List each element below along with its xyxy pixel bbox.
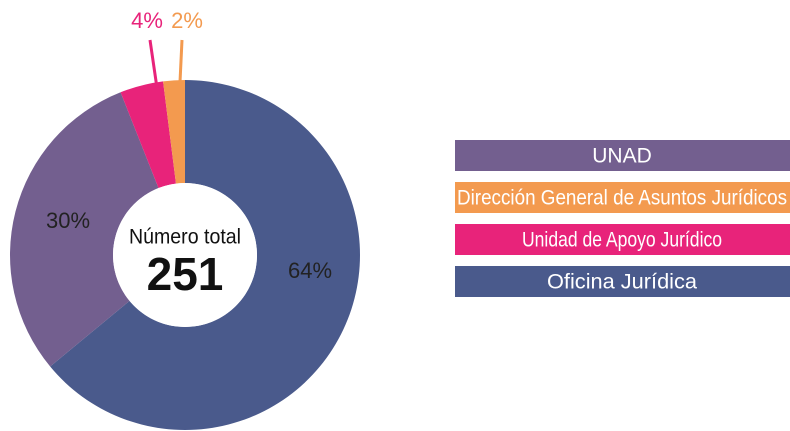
- slice: [9, 92, 159, 367]
- value-label: 2%: [171, 8, 203, 33]
- center-total: 251: [147, 248, 224, 300]
- legend-label: Oficina Jurídica: [547, 271, 697, 294]
- donut-hole: [113, 183, 257, 327]
- value-label: 4%: [131, 8, 163, 33]
- slice: [120, 81, 176, 189]
- legend-label: Unidad de Apoyo Jurídico: [522, 229, 722, 252]
- legend-swatch: [455, 140, 790, 171]
- leader-line: [148, 39, 159, 89]
- legend-swatch: [455, 182, 790, 213]
- legend-label: UNAD: [592, 145, 652, 168]
- value-label: 64%: [288, 258, 332, 283]
- center-label: Número total: [129, 226, 241, 249]
- leader-line: [178, 39, 184, 83]
- value-label: 30%: [46, 208, 90, 233]
- legend-swatch: [455, 266, 790, 297]
- legend-label: Dirección General de Asuntos Jurídicos: [457, 187, 787, 210]
- legend-swatch: [455, 224, 790, 255]
- slice: [163, 80, 185, 184]
- slice: [50, 80, 360, 431]
